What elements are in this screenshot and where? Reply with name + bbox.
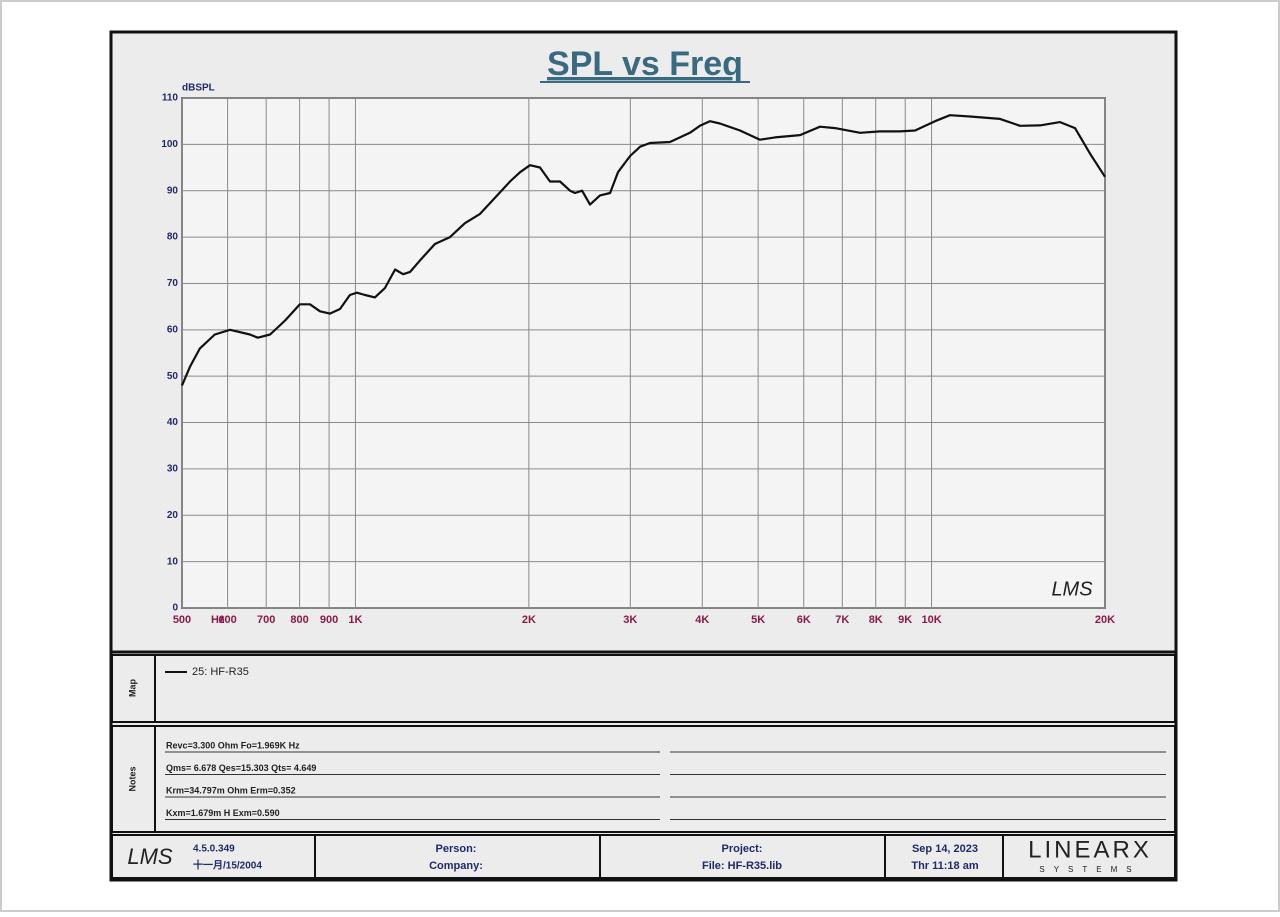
x-tick-label: 800 <box>290 614 308 626</box>
notes-panel <box>111 725 1176 833</box>
x-tick-label: 7K <box>835 614 849 626</box>
project: Project: <box>722 843 763 855</box>
x-tick-label: 4K <box>695 614 709 626</box>
x-tick-label: 20K <box>1095 614 1115 626</box>
x-tick-label: 9K <box>898 614 912 626</box>
notes-label: Notes <box>127 766 137 791</box>
y-tick-label: 20 <box>167 510 179 521</box>
y-tick-label: 0 <box>172 603 178 614</box>
x-tick-label: 600 <box>218 614 236 626</box>
y-tick-label: 80 <box>167 232 179 243</box>
watermark: LMS <box>1051 578 1093 600</box>
brand: LINEARX <box>1028 836 1152 863</box>
y-tick-label: 60 <box>167 324 179 335</box>
build-date: 十一月/15/2004 <box>193 859 262 872</box>
date: Sep 14, 2023 <box>912 843 978 855</box>
y-tick-label: 50 <box>167 371 179 382</box>
y-tick-label: 30 <box>167 464 179 475</box>
x-tick-label: 5K <box>751 614 765 626</box>
x-tick-label: 900 <box>320 614 338 626</box>
x-tick-label: 1K <box>348 614 362 626</box>
company: Company: <box>429 860 483 872</box>
y-axis-label: dBSPL <box>182 83 215 94</box>
footer <box>111 834 1176 879</box>
x-tick-label: 500 <box>173 614 191 626</box>
brand-sub: SYSTEMS <box>1039 865 1140 874</box>
note-text: Revc=3.300 Ohm Fo=1.969K Hz <box>166 740 300 750</box>
y-tick-label: 110 <box>162 93 179 104</box>
version: 4.5.0.349 <box>193 844 235 855</box>
x-tick-label: 700 <box>257 614 275 626</box>
person: Person: <box>436 843 477 855</box>
y-tick-label: 10 <box>167 556 179 567</box>
y-tick-label: 90 <box>167 185 179 196</box>
note-text: Krm=34.797m Ohm Erm=0.352 <box>166 785 296 795</box>
x-tick-label: 2K <box>522 614 536 626</box>
plot-area <box>181 97 1106 609</box>
chart-title: SPL vs Freq <box>547 45 743 83</box>
y-tick-label: 40 <box>167 417 179 428</box>
legend-label: 25: HF-R35 <box>192 666 249 678</box>
map-panel <box>111 654 1176 723</box>
note-text: Qms= 6.678 Qes=15.303 Qts= 4.649 <box>166 763 316 773</box>
x-tick-label: 8K <box>869 614 883 626</box>
note-text: Kxm=1.679m H Exm=0.590 <box>166 808 280 818</box>
file: File: HF-R35.lib <box>702 860 782 872</box>
x-tick-label: 6K <box>797 614 811 626</box>
x-tick-label: 10K <box>921 614 941 626</box>
y-tick-label: 100 <box>161 139 178 150</box>
time: Thr 11:18 am <box>911 860 978 872</box>
x-unit-label: Hz <box>211 614 225 626</box>
y-tick-label: 70 <box>167 278 179 289</box>
x-tick-label: 3K <box>623 614 637 626</box>
map-label: Map <box>127 678 137 697</box>
footer-logo: LMS <box>127 844 173 869</box>
series-line <box>180 114 1106 386</box>
